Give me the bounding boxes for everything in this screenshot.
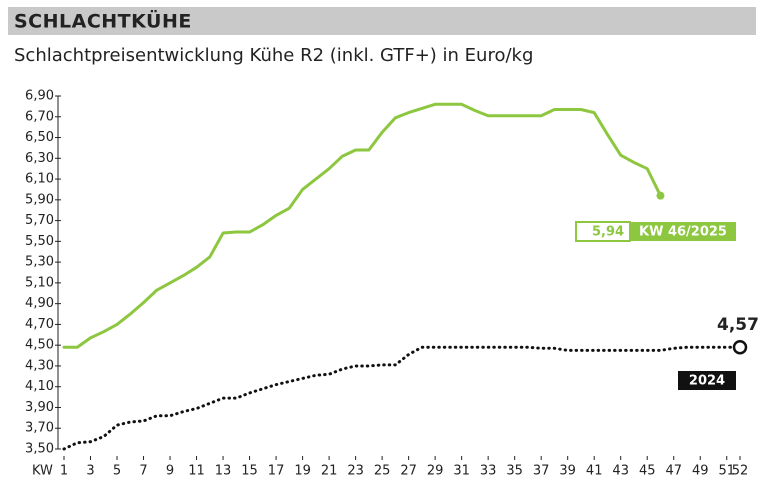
y-tick-label: 5,30 <box>25 255 54 270</box>
x-tick-label: 21 <box>321 464 338 479</box>
x-tick-label: 35 <box>506 464 523 479</box>
end-label: 5,94 <box>592 225 624 240</box>
y-tick-label: 4,30 <box>25 358 54 373</box>
end-point <box>656 191 665 200</box>
y-tick-label: 3,90 <box>25 400 54 415</box>
series-line <box>62 345 742 451</box>
x-tick-label: 31 <box>453 464 470 479</box>
x-axis-label: KW <box>32 464 53 479</box>
y-tick-label: 4,70 <box>25 317 54 332</box>
x-tick-label: 3 <box>86 464 94 479</box>
x-tick-label: 39 <box>559 464 576 479</box>
end-point <box>732 340 748 355</box>
y-tick-label: 5,50 <box>25 234 54 249</box>
x-tick-label: 47 <box>665 464 682 479</box>
x-tick-label: 7 <box>139 464 147 479</box>
y-tick-label: 6,90 <box>25 89 54 104</box>
y-tick-label: 5,70 <box>25 213 54 228</box>
y-tick-label: 5,90 <box>25 192 54 207</box>
x-tick-label: 9 <box>166 464 174 479</box>
y-tick-label: 4,10 <box>25 379 54 394</box>
y-tick-label: 6,30 <box>25 151 54 166</box>
x-tick-label: 33 <box>480 464 497 479</box>
legend-label: 2024 <box>689 374 725 389</box>
series-line <box>62 102 662 349</box>
x-tick-label: 13 <box>215 464 232 479</box>
y-tick-label: 6,10 <box>25 172 54 187</box>
end-label: 4,57 <box>717 315 759 335</box>
x-tick-label: 25 <box>374 464 391 479</box>
x-tick-label: 51 <box>718 464 735 479</box>
legend-label: KW 46/2025 <box>639 225 727 240</box>
y-tick-label: 4,50 <box>25 338 54 353</box>
y-tick-label: 5,10 <box>25 275 54 290</box>
x-tick-label: 17 <box>268 464 285 479</box>
header: SCHLACHTKÜHE <box>14 9 192 33</box>
x-tick-label: 29 <box>427 464 444 479</box>
legend-box <box>678 371 736 390</box>
x-tick-label: 1 <box>60 464 68 479</box>
x-tick-label: 5 <box>113 464 121 479</box>
x-tick-label: 45 <box>639 464 656 479</box>
header-bar <box>8 7 756 35</box>
x-tick-label: 15 <box>241 464 258 479</box>
y-tick-label: 6,50 <box>25 130 54 145</box>
x-tick-label: 37 <box>533 464 550 479</box>
y-tick-label: 3,50 <box>25 442 54 457</box>
legend-box <box>630 222 736 241</box>
x-tick-label: 52 <box>732 464 749 479</box>
y-tick-label: 3,70 <box>25 421 54 436</box>
x-tick-label: 27 <box>400 464 417 479</box>
x-tick-label: 19 <box>294 464 311 479</box>
x-tick-label: 49 <box>692 464 709 479</box>
chart-title: Schlachtpreisentwicklung Kühe R2 (inkl. … <box>14 45 533 66</box>
y-tick-label: 6,70 <box>25 109 54 124</box>
y-tick-label: 4,90 <box>25 296 54 311</box>
x-tick-label: 43 <box>612 464 629 479</box>
x-tick-label: 23 <box>347 464 364 479</box>
x-tick-label: 41 <box>586 464 603 479</box>
x-tick-label: 11 <box>188 464 205 479</box>
